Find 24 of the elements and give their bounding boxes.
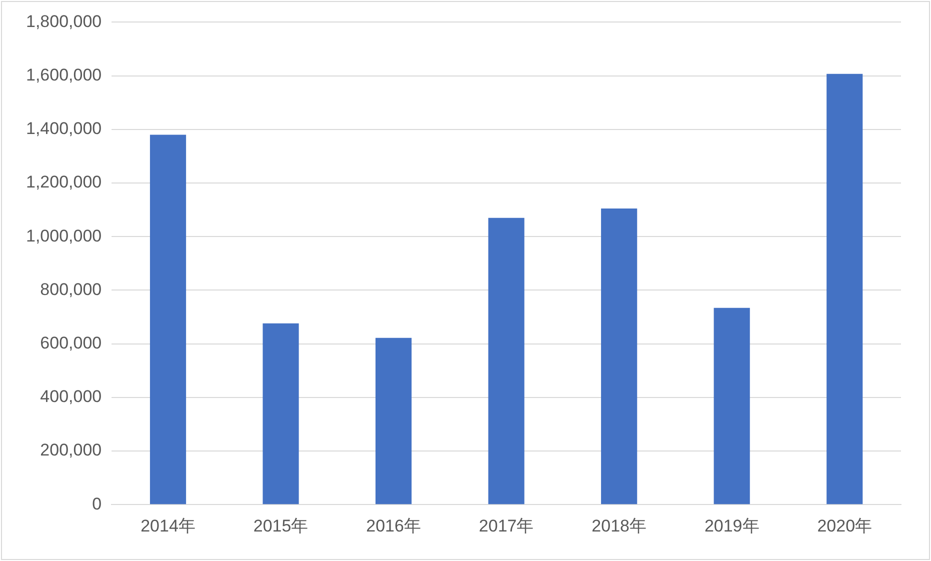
x-tick-label: 2014年	[140, 516, 196, 536]
x-tick-label: 2017年	[478, 516, 534, 536]
bar	[826, 74, 863, 504]
y-tick-label: 1,800,000	[26, 12, 102, 31]
bar	[601, 208, 638, 504]
y-tick-label: 1,400,000	[26, 119, 102, 138]
x-tick-label: 2016年	[366, 516, 421, 536]
bar	[262, 323, 299, 504]
x-tick-label: 2018年	[592, 516, 646, 536]
y-tick-label: 0	[92, 494, 102, 514]
x-tick-label: 2019年	[704, 516, 760, 536]
y-tick-label: 1,600,000	[26, 65, 102, 84]
bar	[376, 338, 412, 504]
bar	[150, 134, 186, 504]
y-tick-label: 800,000	[40, 280, 102, 299]
y-tick-label: 200,000	[40, 440, 102, 460]
bar	[714, 308, 750, 504]
x-tick-label: 2020年	[817, 516, 872, 536]
x-tick-label: 2015年	[253, 516, 308, 536]
y-tick-label: 1,200,000	[26, 172, 102, 192]
y-tick-label: 600,000	[40, 333, 102, 352]
y-tick-label: 400,000	[40, 387, 102, 406]
y-tick-label: 1,000,000	[26, 226, 102, 246]
bar	[488, 218, 524, 504]
